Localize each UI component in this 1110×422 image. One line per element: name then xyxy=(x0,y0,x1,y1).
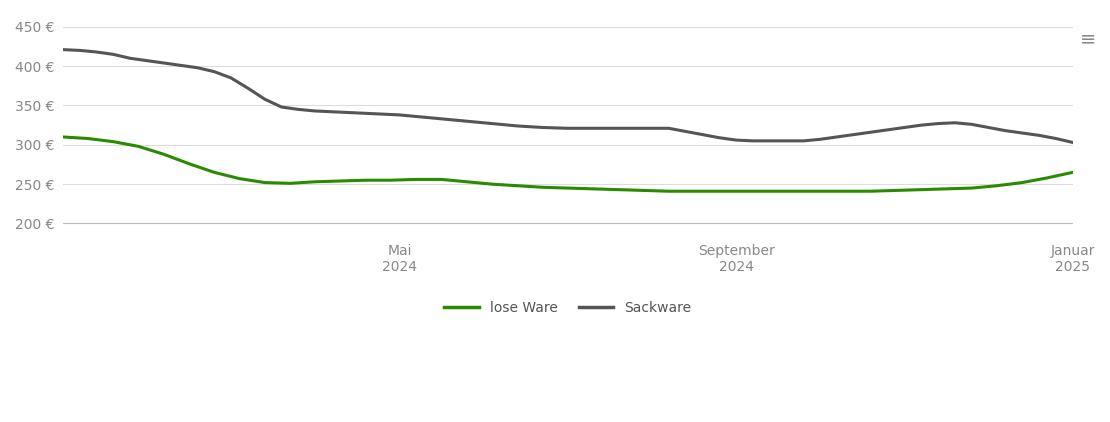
Text: ≡: ≡ xyxy=(1080,30,1097,49)
Legend: lose Ware, Sackware: lose Ware, Sackware xyxy=(438,296,697,321)
